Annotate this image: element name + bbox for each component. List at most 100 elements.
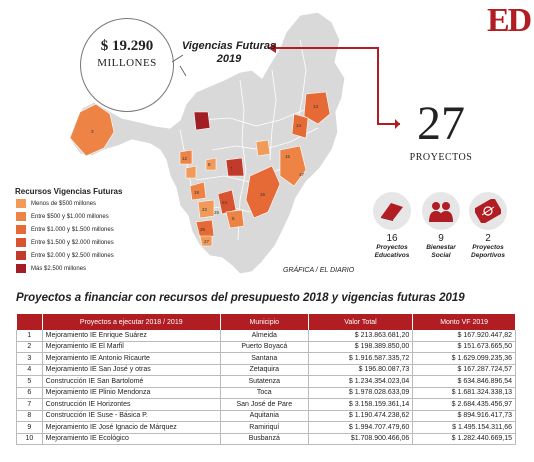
amount-unit: MILLONES bbox=[97, 57, 157, 69]
legend-label: Entre $500 y $1.000 millones bbox=[31, 214, 109, 221]
municipality: San José de Pare bbox=[220, 398, 309, 411]
col-header-project: Proyectos a ejecutar 2018 / 2019 bbox=[42, 314, 221, 330]
vf-amount: $ 1.495.154.311,66 bbox=[412, 421, 516, 434]
legend-item: Entre $2.000 y $2.500 millones bbox=[16, 251, 114, 261]
svg-text:8: 8 bbox=[208, 162, 211, 167]
legend-swatch bbox=[16, 238, 26, 247]
total-value: $ 1.234.354.023,04 bbox=[308, 375, 414, 388]
table-row: 7 Construcción IE Horizontes San José de P… bbox=[16, 398, 516, 411]
category-label: Social bbox=[431, 252, 451, 259]
projects-label: PROYECTOS bbox=[409, 152, 473, 163]
caption-year: 2019 bbox=[216, 53, 242, 65]
category-educativos: 16 Proyectos Educativos bbox=[369, 192, 415, 260]
project-name: Mejoramiento IE Enrique Suárez bbox=[42, 330, 221, 342]
row-number: 9 bbox=[16, 421, 43, 434]
legend-swatch bbox=[16, 199, 26, 208]
col-header-municipality: Municipio bbox=[220, 314, 309, 330]
svg-text:1: 1 bbox=[196, 118, 199, 123]
table-row: 8 Construcción IE Suse - Básica P. Aquitan… bbox=[16, 410, 516, 422]
table-header-row: Proyectos a ejecutar 2018 / 2019 Municip… bbox=[16, 314, 516, 330]
category-label: Educativos bbox=[374, 252, 410, 259]
legend-item: Más $2.500 millones bbox=[16, 264, 86, 274]
category-count: 9 bbox=[438, 233, 444, 244]
col-header-num bbox=[16, 314, 43, 330]
row-number: 4 bbox=[16, 364, 43, 376]
vf-amount: $ 634.846.896,54 bbox=[412, 375, 516, 388]
table-row: 5 Construcción IE San Bartolomé Sutatenza $… bbox=[16, 375, 516, 388]
table-row: 1 Mejoramiento IE Enrique Suárez Almeida $ … bbox=[16, 330, 516, 342]
vf-amount: $ 1.629.099.235,36 bbox=[412, 352, 516, 365]
region-e bbox=[189, 181, 207, 201]
table-title: Proyectos a financiar con recursos del p… bbox=[16, 292, 465, 304]
book-icon bbox=[381, 203, 403, 221]
total-value: $1.708.900.466,06 bbox=[308, 433, 414, 445]
total-value: $ 213.863.681,20 bbox=[308, 330, 414, 342]
project-name: Mejoramiento IE José Ignacio de Márquez bbox=[42, 421, 221, 434]
map-credit: GRÁFICA / EL DIARIO bbox=[283, 267, 355, 274]
region-13 bbox=[303, 91, 331, 125]
table-row: 4 Mejoramiento IE San José y otras Zetaqui… bbox=[16, 364, 516, 376]
svg-text:27: 27 bbox=[204, 239, 210, 244]
legend-label: Entre $2.000 y $2.500 millones bbox=[31, 253, 114, 260]
municipality: Busbanzá bbox=[220, 433, 309, 445]
region-i bbox=[195, 219, 215, 239]
project-name: Mejoramiento IE Plinio Mendonza bbox=[42, 387, 221, 399]
project-name: Mejoramiento IE Antonio Ricaurte bbox=[42, 352, 221, 365]
projects-count: 27 bbox=[417, 97, 465, 150]
row-number: 6 bbox=[16, 387, 43, 399]
project-name: Construcción IE Suse - Básica P. bbox=[42, 410, 221, 422]
project-name: Construcción IE San Bartolomé bbox=[42, 375, 221, 388]
category-circle bbox=[469, 192, 507, 230]
region-f bbox=[197, 199, 215, 219]
table-row: 6 Mejoramiento IE Plinio Mendonza Toca $ 1.… bbox=[16, 387, 516, 399]
total-value: $ 1.994.707.479,60 bbox=[308, 421, 414, 434]
region-16 bbox=[245, 165, 281, 219]
region-b bbox=[179, 149, 193, 165]
table-row: 3 Mejoramiento IE Antonio Ricaurte Santana… bbox=[16, 352, 516, 365]
project-name: Mejoramiento IE San José y otras bbox=[42, 364, 221, 376]
category-circle bbox=[373, 192, 411, 230]
legend-swatch bbox=[16, 251, 26, 260]
region-l bbox=[185, 165, 197, 179]
region-d bbox=[225, 157, 245, 177]
row-number: 7 bbox=[16, 398, 43, 411]
category-label: Proyectos bbox=[376, 244, 408, 251]
municipality: Ramiriquí bbox=[220, 421, 309, 434]
row-number: 3 bbox=[16, 352, 43, 365]
col-header-vf: Monto VF 2019 bbox=[412, 314, 516, 330]
region-a bbox=[193, 111, 211, 131]
svg-text:25: 25 bbox=[214, 210, 220, 215]
total-value: $ 198.389.850,00 bbox=[308, 341, 414, 353]
project-name: Mejoramiento IE El Marfil bbox=[42, 341, 221, 353]
amount-circle bbox=[80, 18, 174, 112]
table-row: 9 Mejoramiento IE José Ignacio de Márquez… bbox=[16, 421, 516, 434]
people-icon bbox=[429, 202, 453, 222]
table-row: 2 Mejoramiento IE El Marfil Puerto Boyacá $… bbox=[16, 341, 516, 353]
total-value: $ 3.158.159.361,14 bbox=[308, 398, 414, 411]
municipality: Santana bbox=[220, 352, 309, 365]
legend-label: Entre $1.500 y $2.000 millones bbox=[31, 240, 114, 247]
soccer-field-icon bbox=[475, 199, 501, 223]
svg-text:7: 7 bbox=[230, 166, 233, 171]
legend-swatch bbox=[16, 264, 26, 273]
municipality: Sutatenza bbox=[220, 375, 309, 388]
municipality: Toca bbox=[220, 387, 309, 399]
svg-text:22: 22 bbox=[202, 207, 208, 212]
total-value: $ 1.916.587.335,72 bbox=[308, 352, 414, 365]
legend-item: Entre $1.000 y $1.500 millones bbox=[16, 225, 114, 235]
region-c bbox=[205, 157, 217, 171]
category-label: Bienestar bbox=[426, 244, 456, 251]
vf-amount: $ 167.287.724,57 bbox=[412, 364, 516, 376]
region-number-labels: 3 13 14 15 17 16 12 8 7 19 22 24 5 26 27… bbox=[91, 104, 319, 244]
project-name: Mejoramiento IE Ecológico bbox=[42, 433, 221, 445]
col-header-total: Valor Total bbox=[308, 314, 414, 330]
svg-text:13: 13 bbox=[313, 104, 319, 109]
boyaca-map: 3 13 14 15 17 16 12 8 7 19 22 24 5 26 27… bbox=[69, 11, 400, 275]
legend-swatch bbox=[16, 212, 26, 221]
legend-label: Menos de $500 millones bbox=[31, 201, 97, 208]
region-3 bbox=[69, 103, 115, 157]
legend-label: Más $2.500 millones bbox=[31, 266, 87, 273]
table-row: 10 Mejoramiento IE Ecológico Busbanzá $1.70… bbox=[16, 433, 516, 445]
vf-amount: $ 1.681.324.338,13 bbox=[412, 387, 516, 399]
total-value: $ 1.190.474.238,62 bbox=[308, 410, 414, 422]
